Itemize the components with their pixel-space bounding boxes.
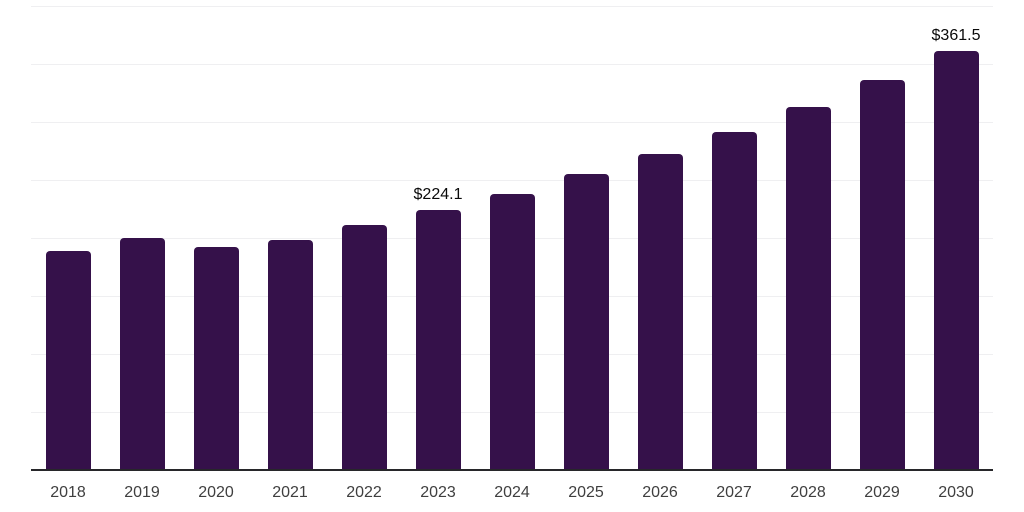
x-tick-label-2025: 2025 (568, 484, 604, 501)
x-tick-label-2022: 2022 (346, 484, 382, 501)
bar-2025 (564, 174, 609, 470)
x-tick-label-2021: 2021 (272, 484, 308, 501)
bar-2021 (268, 240, 313, 470)
x-tick-label-2020: 2020 (198, 484, 234, 501)
gridline (31, 122, 993, 123)
bar-2018 (46, 251, 91, 470)
x-tick-label-2030: 2030 (938, 484, 974, 501)
bar-2022 (342, 225, 387, 470)
x-tick-label-2018: 2018 (50, 484, 86, 501)
x-tick-label-2019: 2019 (124, 484, 160, 501)
x-tick-label-2024: 2024 (494, 484, 530, 501)
x-tick-label-2026: 2026 (642, 484, 678, 501)
bar-2019 (120, 238, 165, 470)
bar-2023 (416, 210, 461, 470)
bar-2027 (712, 132, 757, 470)
gridline (31, 6, 993, 7)
gridline (31, 64, 993, 65)
bar-value-label-2023: $224.1 (413, 186, 463, 203)
bar-2028 (786, 107, 831, 470)
x-tick-label-2029: 2029 (864, 484, 900, 501)
gridline (31, 180, 993, 181)
bar-2030 (934, 51, 979, 470)
bar-2020 (194, 247, 239, 470)
x-tick-label-2023: 2023 (420, 484, 456, 501)
bar-2024 (490, 194, 535, 470)
x-tick-label-2028: 2028 (790, 484, 826, 501)
bar-2026 (638, 154, 683, 470)
x-axis-line (31, 469, 993, 471)
bar-2029 (860, 80, 905, 470)
bar-value-label-2030: $361.5 (931, 27, 981, 44)
x-tick-label-2027: 2027 (716, 484, 752, 501)
